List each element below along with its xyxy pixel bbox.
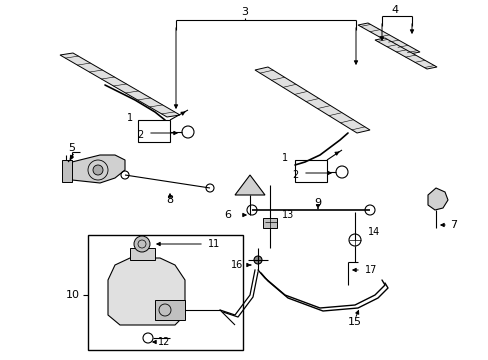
Text: 17: 17 xyxy=(364,265,377,275)
Polygon shape xyxy=(60,53,180,117)
Bar xyxy=(263,218,276,228)
Text: 1: 1 xyxy=(282,153,287,163)
Text: 7: 7 xyxy=(449,220,456,230)
Text: 8: 8 xyxy=(166,195,173,205)
Text: 6: 6 xyxy=(224,210,231,220)
Bar xyxy=(155,300,184,320)
Polygon shape xyxy=(72,155,125,183)
Text: 2: 2 xyxy=(137,130,143,140)
Polygon shape xyxy=(108,258,184,325)
Text: 4: 4 xyxy=(390,5,398,15)
Polygon shape xyxy=(62,160,72,182)
Circle shape xyxy=(134,236,150,252)
Bar xyxy=(88,235,243,350)
Text: 12: 12 xyxy=(158,337,170,347)
Text: 5: 5 xyxy=(68,143,75,153)
Polygon shape xyxy=(357,23,419,54)
Text: 15: 15 xyxy=(347,317,361,327)
Text: 3: 3 xyxy=(241,7,248,17)
Text: 13: 13 xyxy=(282,210,294,220)
Polygon shape xyxy=(235,175,264,195)
Text: 16: 16 xyxy=(230,260,243,270)
Bar xyxy=(294,160,326,182)
Circle shape xyxy=(93,165,103,175)
Text: 2: 2 xyxy=(291,170,298,180)
Text: 11: 11 xyxy=(207,239,220,249)
Text: 14: 14 xyxy=(367,227,380,237)
Polygon shape xyxy=(427,188,447,210)
Text: 1: 1 xyxy=(127,113,133,123)
Text: 10: 10 xyxy=(66,290,80,300)
Bar xyxy=(138,120,170,142)
Polygon shape xyxy=(374,38,436,69)
Bar xyxy=(130,248,155,260)
Polygon shape xyxy=(254,67,369,133)
Circle shape xyxy=(253,256,262,264)
Text: 9: 9 xyxy=(314,198,321,208)
